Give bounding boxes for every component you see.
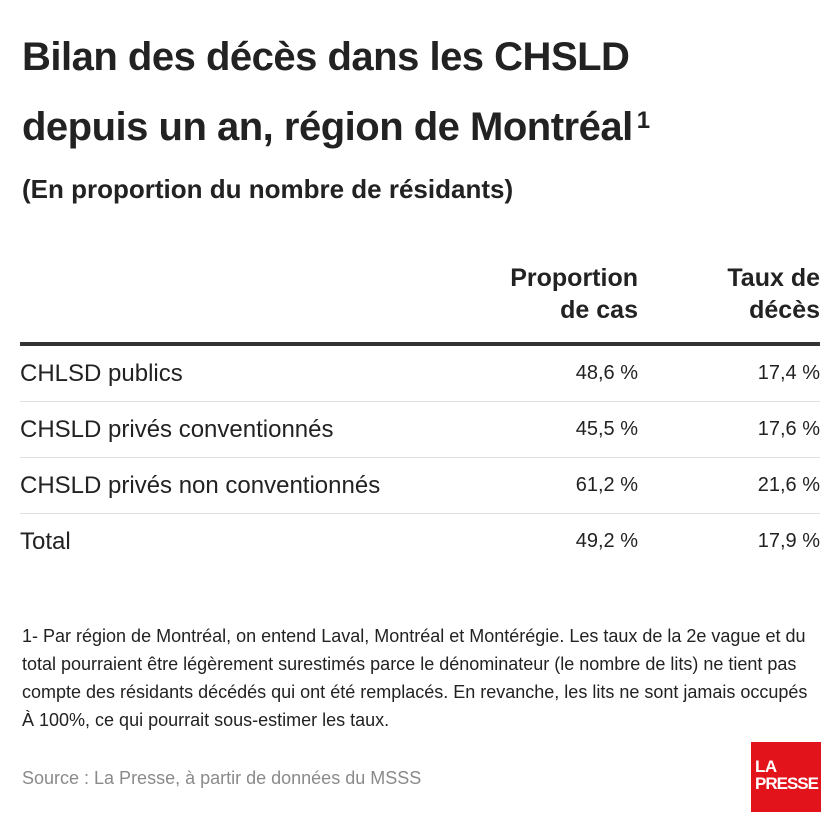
- footnote: 1- Par région de Montréal, on entend Lav…: [22, 626, 808, 730]
- header-death-rate-line-1: Taux de: [727, 264, 820, 292]
- title-line-1: Bilan des décès dans les CHSLD: [22, 35, 630, 79]
- page-title: Bilan des décès dans les CHSLD depuis un…: [22, 22, 822, 162]
- row-death-rate: 17,6 %: [638, 401, 820, 458]
- title-line-2: depuis un an, région de Montréal: [22, 105, 633, 149]
- row-proportion: 61,2 %: [440, 457, 638, 514]
- deaths-table: Proportion de cas Taux de décès CHLSD pu…: [20, 262, 820, 569]
- table-header-row: Proportion de cas Taux de décès: [20, 262, 820, 346]
- row-death-rate: 21,6 %: [638, 457, 820, 514]
- header-proportion-line-2: de cas: [560, 296, 638, 324]
- subtitle: (En proportion du nombre de résidants): [22, 174, 514, 204]
- header-label: [20, 262, 440, 346]
- row-label: Total: [20, 527, 71, 555]
- logo-line-1: LA: [755, 757, 777, 776]
- row-death-rate: 17,9 %: [757, 530, 820, 552]
- row-label: CHLSD publics: [20, 344, 440, 402]
- row-proportion: 48,6 %: [440, 344, 638, 402]
- logo-line-2: PRESSE: [755, 774, 819, 793]
- table-row-total: Total 49,2 % 17,9 %: [20, 514, 820, 570]
- table-row: CHSLD privés non conventionnés 61,2 % 21…: [20, 457, 820, 514]
- footnote-marker: 1: [636, 107, 650, 134]
- header-proportion-line-1: Proportion: [510, 264, 638, 292]
- row-label: CHSLD privés non conventionnés: [20, 457, 440, 514]
- table-row: CHSLD privés conventionnés 45,5 % 17,6 %: [20, 401, 820, 458]
- table-row: CHLSD publics 48,6 % 17,4 %: [20, 344, 820, 402]
- header-death-rate-line-2: décès: [749, 296, 820, 324]
- header-proportion: Proportion de cas: [440, 262, 638, 346]
- la-presse-logo: LA PRESSE: [751, 742, 821, 812]
- row-label: CHSLD privés conventionnés: [20, 401, 440, 458]
- row-death-rate: 17,4 %: [638, 344, 820, 402]
- row-proportion: 49,2 %: [575, 530, 638, 552]
- header-death-rate: Taux de décès: [638, 262, 820, 346]
- row-proportion: 45,5 %: [440, 401, 638, 458]
- source-credit: Source : La Presse, à partir de données …: [22, 768, 422, 788]
